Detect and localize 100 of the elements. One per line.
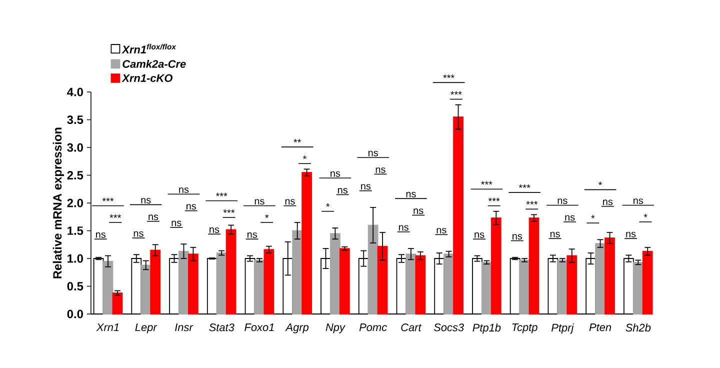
annotation: *: [302, 156, 307, 160]
annotation: ns: [512, 234, 522, 240]
annotation: ***: [518, 184, 530, 188]
x-tick-label: Xrn1: [96, 324, 119, 332]
bar: [178, 250, 189, 314]
bar: [292, 230, 303, 314]
annotation: ns: [406, 192, 416, 198]
y-tick-label: 1.5: [68, 226, 84, 235]
annotation: ns: [210, 227, 220, 233]
annotation: ns: [254, 199, 264, 205]
annotation: ns: [634, 198, 644, 204]
annotation: **: [294, 138, 302, 142]
bar: [226, 229, 236, 314]
y-tick-label: 1.0: [68, 254, 83, 263]
bar: [330, 233, 340, 314]
bar: [264, 249, 274, 314]
annotation: ***: [216, 192, 228, 196]
bar: [632, 262, 644, 314]
x-tick-label: Tcptp: [512, 324, 538, 334]
bar: [595, 243, 606, 314]
x-tick-label: Cart: [401, 324, 422, 332]
bar: [519, 260, 530, 314]
x-tick-label: Foxo1: [244, 324, 274, 332]
y-tick-label: 2.0: [67, 198, 83, 208]
annotation: ***: [450, 91, 462, 95]
bar: [566, 255, 578, 314]
annotation: ns: [376, 167, 386, 173]
y-axis-title: Relative mRNA expression: [52, 128, 64, 278]
bar: [481, 262, 492, 314]
bar: [490, 218, 502, 314]
legend-label: Camk2a-Cre: [122, 60, 186, 68]
annotation: ns: [474, 232, 484, 238]
annotation: ns: [141, 198, 151, 204]
annotation: ns: [436, 228, 446, 234]
bar: [642, 250, 653, 314]
annotation: *: [644, 214, 648, 218]
bar: [102, 260, 114, 314]
annotation: ***: [110, 214, 122, 218]
annotation: ns: [558, 198, 568, 204]
bar: [604, 238, 615, 314]
annotation: ns: [626, 232, 636, 238]
bar: [406, 254, 416, 314]
annotation: ns: [603, 200, 613, 206]
y-tick-label: 3.5: [67, 116, 84, 124]
bar: [254, 260, 265, 314]
annotation: ***: [488, 198, 500, 202]
annotation: *: [591, 214, 595, 218]
annotation: ns: [148, 214, 158, 220]
bar: [444, 254, 454, 314]
bar: [339, 248, 350, 314]
x-tick-label: Stat3: [209, 324, 234, 332]
annotation: ns: [338, 188, 348, 194]
bar: [216, 252, 227, 314]
annotation: ns: [186, 204, 196, 210]
x-tick-label: Ptprj: [551, 324, 574, 334]
annotation: ***: [223, 209, 235, 213]
annotation: ns: [247, 232, 257, 238]
y-tick-label: 0.0: [67, 310, 83, 318]
bar: [415, 255, 426, 314]
x-tick-label: Insr: [175, 324, 194, 332]
y-tick-label: 4.0: [67, 88, 83, 96]
annotation: ***: [526, 201, 538, 205]
x-tick-label: Pomc: [359, 324, 387, 332]
annotation: ns: [361, 184, 371, 190]
annotation: ns: [398, 225, 408, 231]
bar: [557, 260, 568, 314]
annotation: ns: [96, 232, 106, 238]
annotation: ***: [481, 181, 492, 185]
x-tick-label: Agrp: [285, 324, 309, 334]
bar: [150, 250, 161, 314]
x-tick-label: Sh2b: [626, 324, 651, 332]
legend-label: Xrn1-cKO: [122, 74, 173, 82]
annotation: ns: [134, 231, 144, 237]
y-tick-label: 2.5: [67, 171, 84, 180]
annotation: *: [265, 214, 269, 218]
annotation: ns: [550, 232, 560, 238]
text: ***: [443, 74, 454, 78]
bar: [368, 224, 378, 314]
annotation: ns: [179, 187, 189, 193]
annotation: *: [598, 182, 602, 186]
annotation: *: [326, 203, 330, 207]
legend-label: Xrn1$^{flox/flox}$: [122, 44, 176, 54]
bar: [188, 254, 198, 314]
annotation: ns: [368, 150, 378, 156]
annotation: ***: [102, 198, 114, 202]
bar: [377, 246, 388, 314]
annotation: ns: [285, 199, 295, 205]
bar: [112, 292, 123, 314]
annotation: ns: [172, 220, 182, 226]
x-tick-label: Pten: [589, 324, 612, 332]
annotation: ns: [330, 171, 340, 177]
x-tick-label: Socs3: [434, 324, 464, 332]
annotation: ns: [565, 215, 575, 221]
x-tick-label: Npy: [326, 324, 346, 334]
bar: [302, 172, 312, 314]
annotation: ns: [414, 208, 424, 214]
x-tick-label: Ptp1b: [472, 324, 501, 334]
x-tick-label: Lepr: [135, 324, 158, 334]
bar: [140, 264, 152, 314]
y-tick-label: 3.0: [67, 143, 83, 152]
